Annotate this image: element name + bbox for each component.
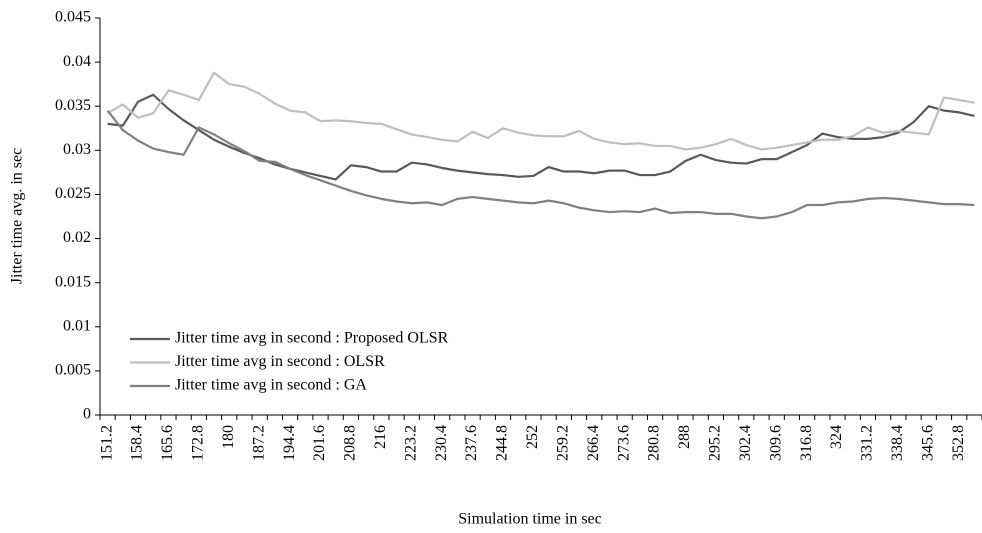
x-tick-label: 331.2 [859, 425, 876, 461]
x-tick-label: 309.6 [767, 425, 784, 461]
x-tick-label: 237.6 [463, 425, 480, 461]
y-tick-label: 0.04 [63, 53, 91, 70]
x-tick-label: 288 [676, 425, 693, 449]
x-tick-label: 316.8 [798, 425, 815, 461]
x-tick-label: 252 [524, 425, 541, 449]
x-tick-label: 273.6 [615, 425, 632, 461]
x-axis-title: Simulation time in sec [458, 511, 602, 528]
y-axis-title: Jitter time avg. in sec [9, 148, 26, 284]
x-tick-label: 165.6 [159, 425, 176, 461]
x-tick-label: 208.8 [342, 425, 359, 461]
x-tick-label: 180 [220, 425, 237, 449]
x-tick-label: 230.4 [433, 425, 450, 461]
x-tick-label: 151.2 [98, 425, 115, 461]
y-tick-label: 0.035 [55, 97, 91, 114]
y-tick-label: 0.015 [55, 273, 91, 290]
legend-label: Jitter time avg in second : Proposed OLS… [175, 330, 449, 347]
legend-label: Jitter time avg in second : GA [175, 377, 367, 394]
y-tick-label: 0.025 [55, 185, 91, 202]
x-tick-label: 187.2 [250, 425, 267, 461]
x-tick-label: 295.2 [707, 425, 724, 461]
y-tick-label: 0.005 [55, 362, 91, 379]
x-tick-label: 266.4 [585, 425, 602, 461]
x-tick-label: 201.6 [311, 425, 328, 461]
y-tick-label: 0 [83, 406, 91, 423]
x-tick-label: 302.4 [737, 425, 754, 461]
x-tick-label: 338.4 [889, 425, 906, 461]
x-tick-label: 244.8 [494, 425, 511, 461]
x-tick-label: 345.6 [919, 425, 936, 461]
legend-label: Jitter time avg in second : OLSR [175, 353, 385, 370]
x-tick-label: 280.8 [646, 425, 663, 461]
x-tick-label: 216 [372, 425, 389, 449]
y-tick-label: 0.045 [55, 9, 91, 26]
x-tick-label: 158.4 [129, 425, 146, 461]
x-tick-label: 194.4 [281, 425, 298, 461]
y-tick-label: 0.03 [63, 141, 91, 158]
x-tick-label: 223.2 [402, 425, 419, 461]
x-tick-label: 259.2 [554, 425, 571, 461]
y-tick-label: 0.02 [63, 229, 91, 246]
series-line [107, 71, 975, 151]
x-tick-label: 172.8 [190, 425, 207, 461]
y-tick-label: 0.01 [63, 317, 91, 334]
series-line [106, 109, 975, 220]
x-tick-label: 352.8 [950, 425, 967, 461]
x-tick-label: 324 [828, 425, 845, 449]
